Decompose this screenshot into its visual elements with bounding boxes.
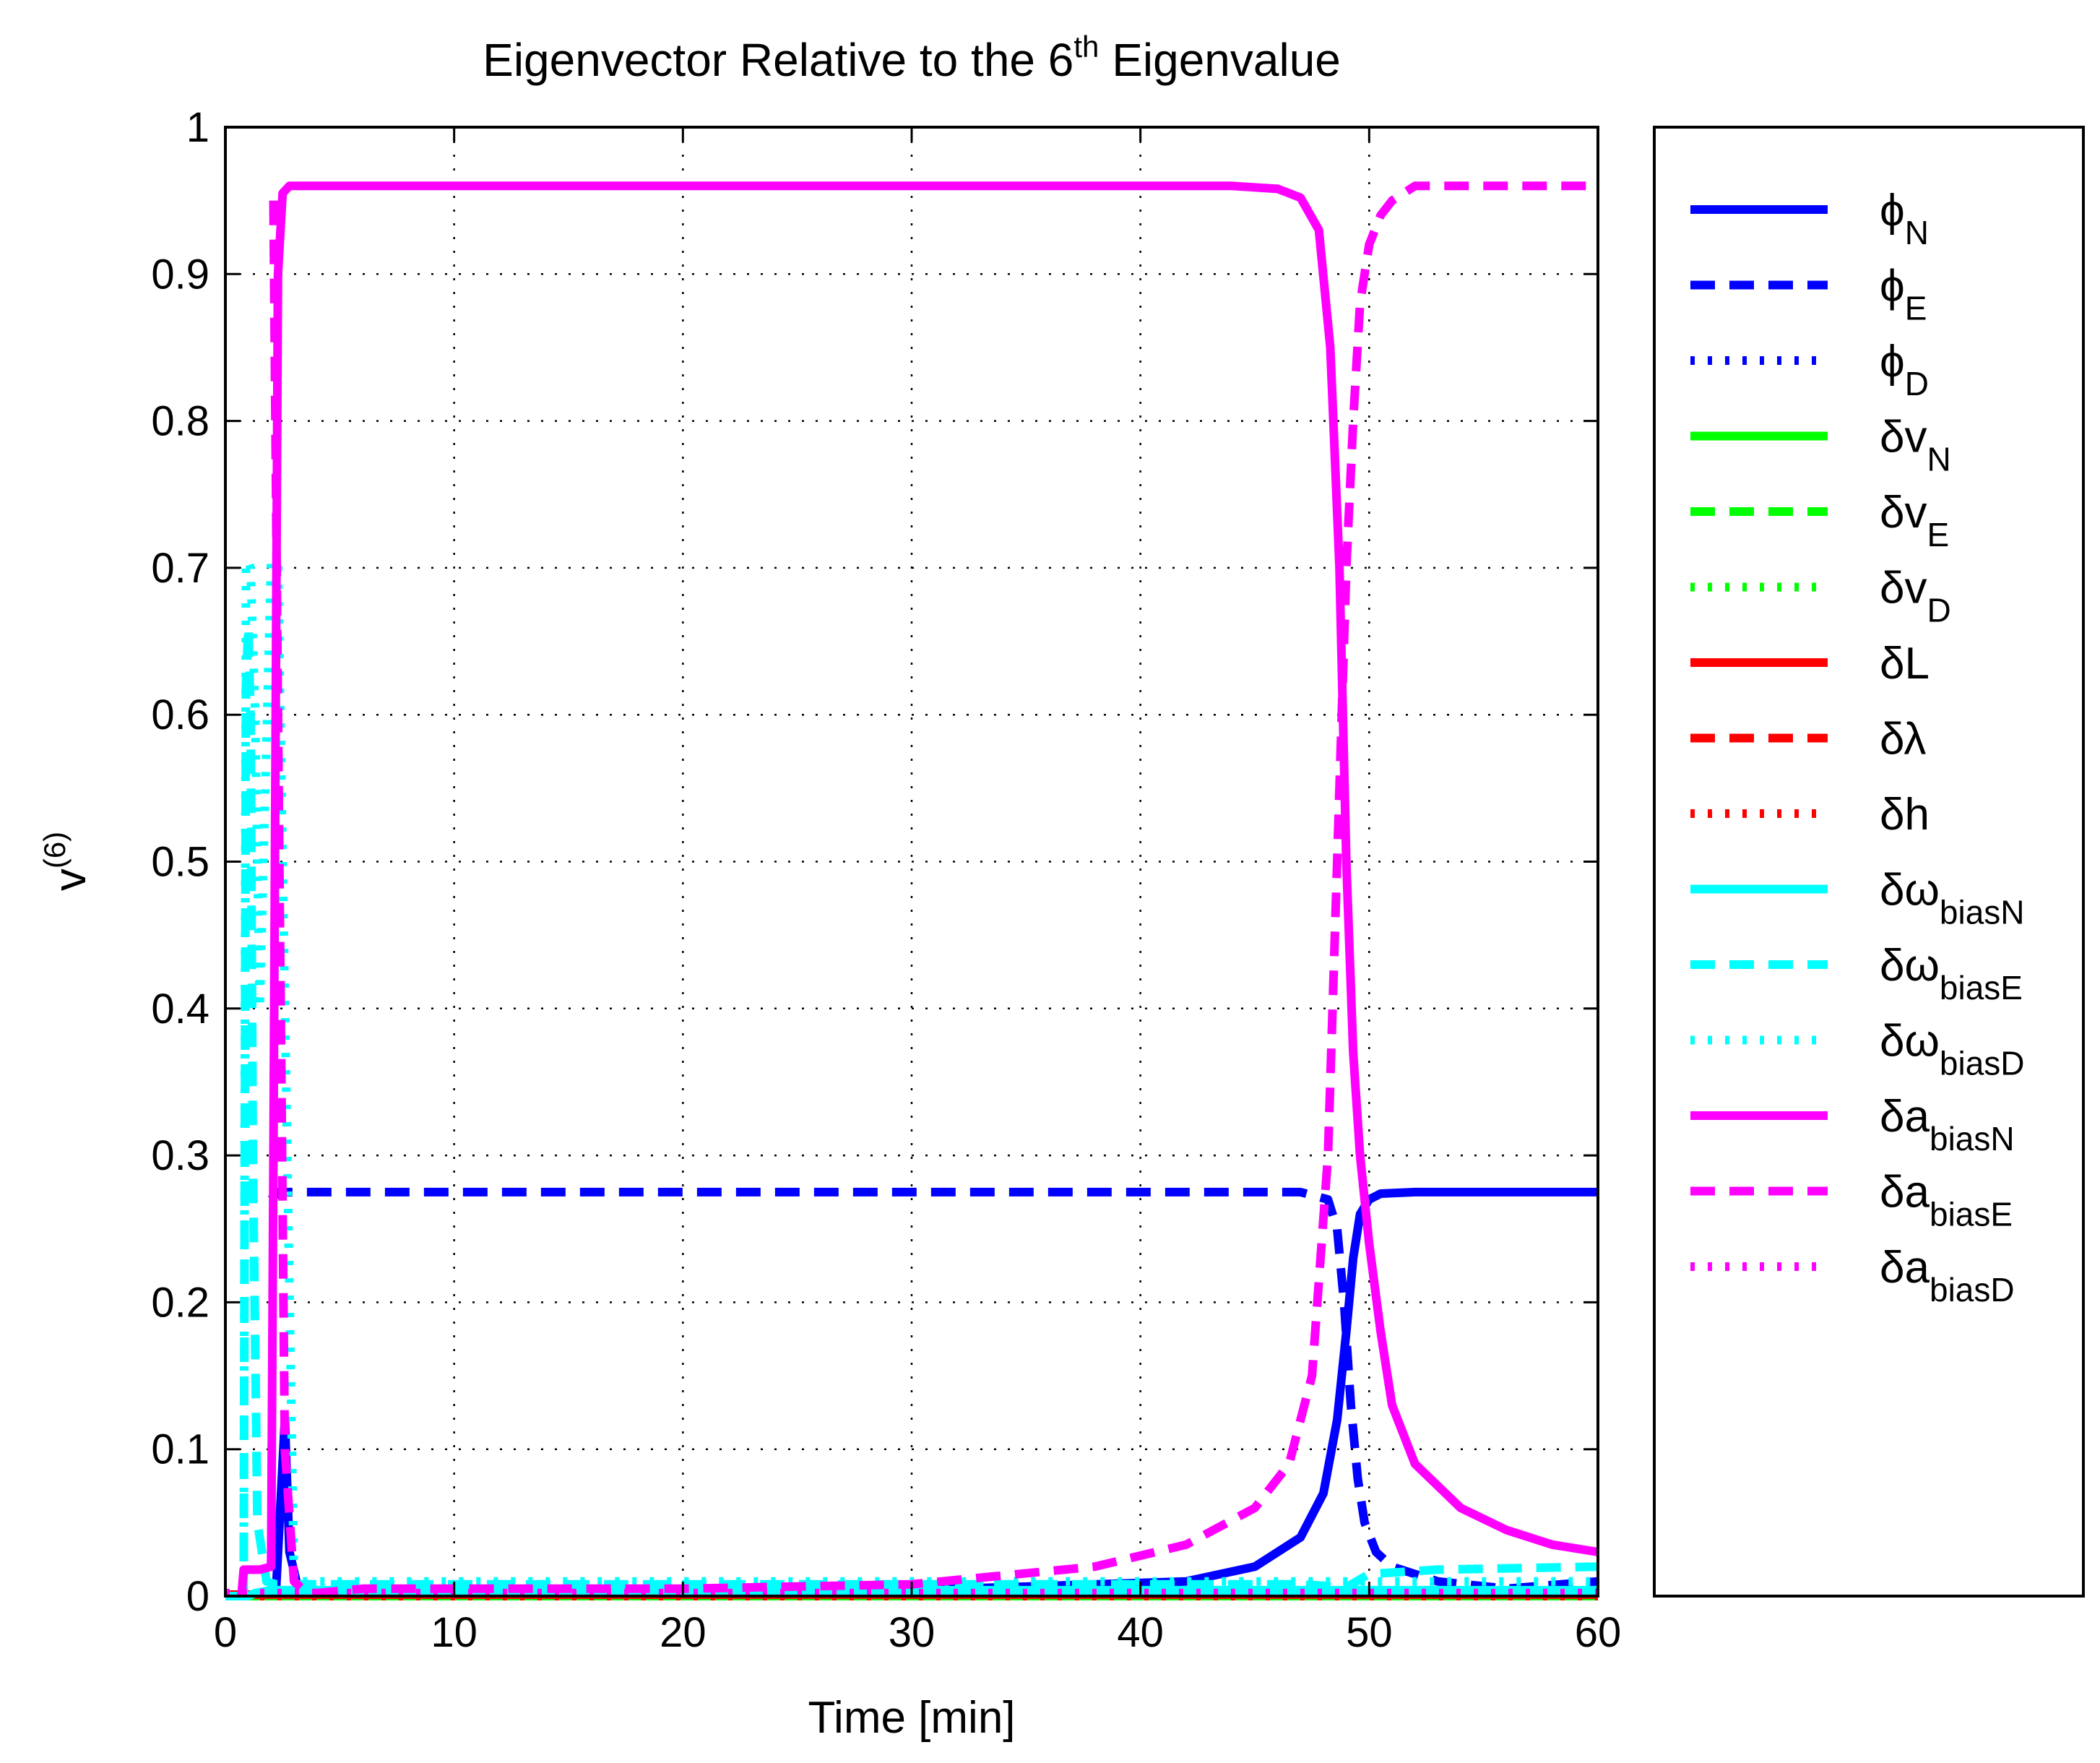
legend-label-dL: δL xyxy=(1880,639,1930,689)
series-line-dw_biasE xyxy=(239,622,1599,1597)
legend-label-da_biasD: δabiasD xyxy=(1880,1243,2015,1309)
axis-ticks xyxy=(224,126,1599,1598)
legend-label-da_biasE: δabiasE xyxy=(1880,1168,2013,1233)
y-tick-label: 0 xyxy=(186,1573,209,1620)
y-tick-label: 0.6 xyxy=(151,691,209,738)
legend-label-dh: δh xyxy=(1880,790,1930,840)
y-tick-label: 0.5 xyxy=(151,839,209,886)
legend: ϕN ϕE ϕD δvN δvE δvD δL δλ δh δωbiasN δωbiasE δωbia… xyxy=(1690,186,2025,1309)
x-tick-label: 10 xyxy=(431,1609,478,1656)
x-tick-label: 30 xyxy=(889,1609,936,1656)
y-tick-label: 0.1 xyxy=(151,1426,209,1473)
legend-label-phi_E: ϕE xyxy=(1880,262,1927,327)
series-line-da_biasE xyxy=(269,181,1598,1598)
y-tick-label: 0.4 xyxy=(151,986,209,1033)
legend-box xyxy=(1653,126,2085,1598)
x-tick-label: 20 xyxy=(660,1609,707,1656)
legend-label-dw_biasN: δωbiasN xyxy=(1880,866,2025,931)
y-tick-label: 0.3 xyxy=(151,1132,209,1179)
legend-label-dv_E: δvE xyxy=(1880,488,1949,553)
legend-label-dv_N: δvN xyxy=(1880,413,1951,478)
y-tick-label: 0.8 xyxy=(151,398,209,445)
legend-label-dv_D: δvD xyxy=(1880,564,1951,629)
y-tick-label: 1 xyxy=(186,104,209,151)
x-tick-label: 50 xyxy=(1346,1609,1393,1656)
x-tick-label: 40 xyxy=(1117,1609,1164,1656)
legend-label-phi_N: ϕN xyxy=(1880,186,1929,251)
x-axis-title: Time [min] xyxy=(808,1693,1015,1743)
legend-label-dlambda: δλ xyxy=(1880,715,1926,764)
legend-label-phi_D: ϕD xyxy=(1880,337,1929,402)
x-tick-labels: 0 10 20 30 40 50 60 xyxy=(214,1609,1621,1656)
y-tick-label: 0.2 xyxy=(151,1279,209,1326)
legend-label-dw_biasE: δωbiasE xyxy=(1880,941,2023,1006)
x-tick-label: 0 xyxy=(214,1609,237,1656)
chart-title: Eigenvector Relative to the 6th Eigenval… xyxy=(483,30,1341,86)
series-line-dw_biasD xyxy=(239,556,1598,1597)
y-axis-title: v(6) xyxy=(38,832,95,891)
x-tick-label: 60 xyxy=(1575,1609,1622,1656)
y-tick-label: 0.9 xyxy=(151,251,209,298)
legend-label-dw_biasD: δωbiasD xyxy=(1880,1017,2025,1082)
y-tick-label: 0.7 xyxy=(151,545,209,592)
y-tick-labels: 0 0.1 0.2 0.3 0.4 0.5 0.6 0.7 0.8 0.9 1 xyxy=(151,104,209,1620)
grid xyxy=(225,127,1598,1596)
legend-label-da_biasN: δabiasN xyxy=(1880,1092,2015,1158)
